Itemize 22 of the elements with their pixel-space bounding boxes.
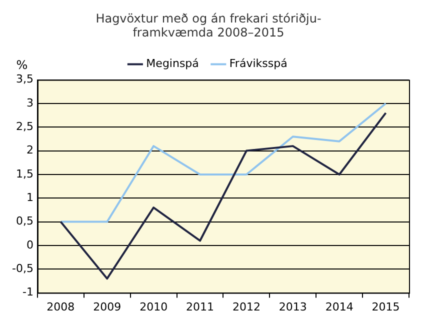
legend-label: Fráviksspá [229,57,288,70]
y-tick-label: 1,5 [16,167,34,180]
x-tick-label: 2010 [140,300,168,314]
x-tick-label: 2014 [325,300,354,314]
x-tick-label: 2015 [372,300,400,314]
y-tick-label: 2 [26,144,34,157]
y-tick-label: 3 [26,96,34,110]
y-tick-label: 1 [26,190,34,204]
y-tick-label: 0 [26,238,34,252]
y-tick-label: -0,5 [12,262,34,275]
x-tick-label: 2013 [278,300,307,314]
x-tick-label: 2012 [232,300,260,314]
x-tick-label: 2009 [93,300,122,314]
y-tick-label: 2,5 [16,120,34,133]
y-tick-label: -1 [22,286,34,299]
y-tick-label: 3,5 [16,72,34,86]
legend-label: Meginspá [146,57,199,70]
chart-title: Hagvöxtur með og án frekari stóriðju-framkvæmda 2008–2015 [96,11,322,40]
x-tick-label: 2011 [186,300,214,314]
y-axis-title: % [16,58,28,72]
x-tick-label: 2008 [46,300,75,314]
y-tick-label: 0,5 [16,214,34,228]
